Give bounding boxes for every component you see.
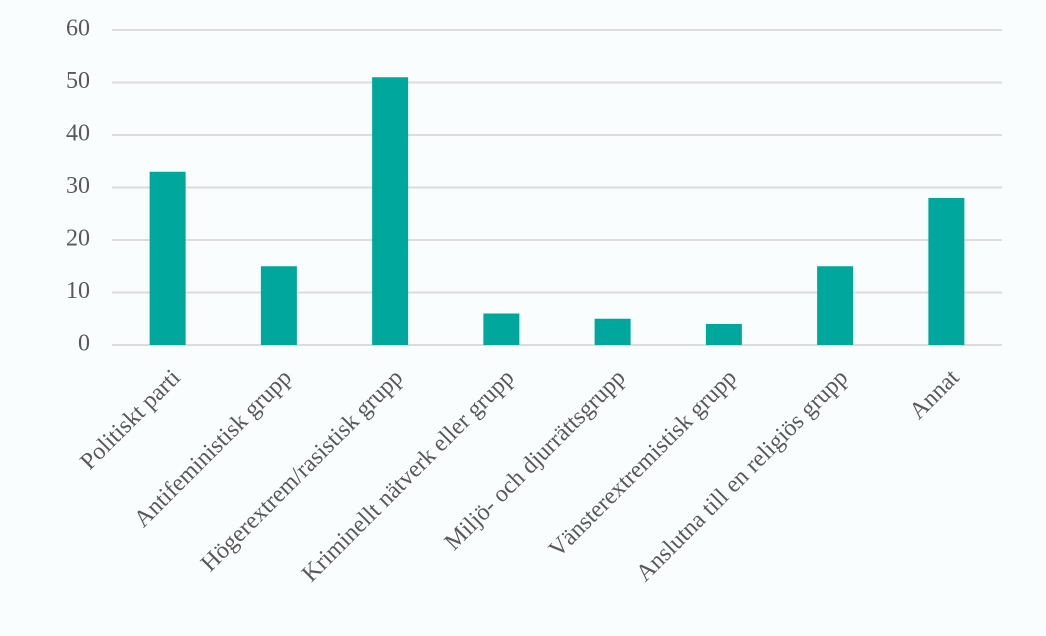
x-tick-label: Anslutna till en religiös grupp [631, 365, 853, 587]
y-tick-label: 60 [66, 16, 90, 42]
x-tick-label: Högerextrem/rasistisk grupp [196, 365, 408, 577]
x-tick-label: Annat [905, 365, 965, 425]
bar [594, 318, 631, 345]
y-tick-label: 40 [66, 121, 90, 147]
x-tick-label: Vänsterextremistisk grupp [544, 365, 742, 563]
x-tick-label: Kriminellt nätverk eller grupp [297, 365, 519, 587]
y-tick-label: 0 [78, 331, 90, 357]
bar [372, 77, 409, 345]
y-tick-label: 50 [66, 68, 90, 94]
y-tick-label: 20 [66, 226, 90, 252]
bar [149, 171, 186, 345]
bar [483, 313, 520, 345]
x-tick-label: Politiskt parti [75, 365, 186, 476]
y-tick-label: 10 [66, 278, 90, 304]
y-tick-label: 30 [66, 173, 90, 199]
bar [817, 266, 854, 345]
x-tick-label: Miljö- och djurrättsgrupp [440, 365, 631, 556]
bar [260, 266, 297, 345]
bar [928, 198, 965, 345]
bar [705, 324, 742, 345]
